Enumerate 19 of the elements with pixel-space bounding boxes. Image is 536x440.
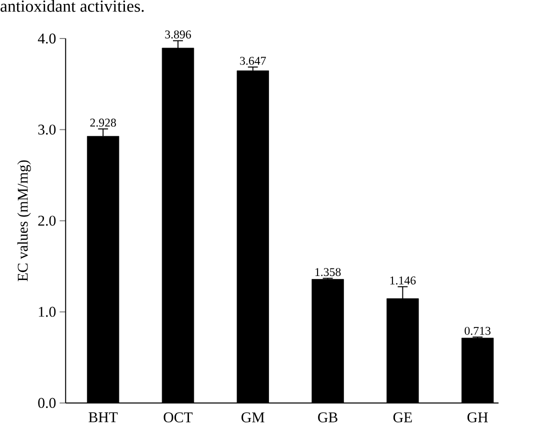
data-label: 1.358 xyxy=(315,268,341,276)
y-tick-label: 0.0 xyxy=(38,398,56,408)
x-tick-label: GE xyxy=(393,412,412,423)
y-axis-title: EC values (mM/mg) xyxy=(17,160,31,282)
x-tick-label: BHT xyxy=(88,412,118,422)
y-tick-label: 3.0 xyxy=(38,124,56,135)
data-label: 3.896 xyxy=(165,30,191,39)
y-tick-label: 1.0 xyxy=(38,306,56,318)
data-label: 2.928 xyxy=(90,118,116,127)
data-label: 0.713 xyxy=(464,326,490,336)
x-tick-label: GH xyxy=(467,412,488,423)
y-tick-label: 4.0 xyxy=(38,34,56,44)
data-label: 1.146 xyxy=(390,276,416,285)
x-tick-label: GB xyxy=(318,412,338,423)
data-label: 3.647 xyxy=(240,56,266,66)
x-tick-label: GM xyxy=(242,412,264,423)
x-tick-label: OCT xyxy=(164,412,193,423)
text: antioxidant activities. xyxy=(0,0,144,12)
y-tick-label: 2.0 xyxy=(38,216,56,226)
